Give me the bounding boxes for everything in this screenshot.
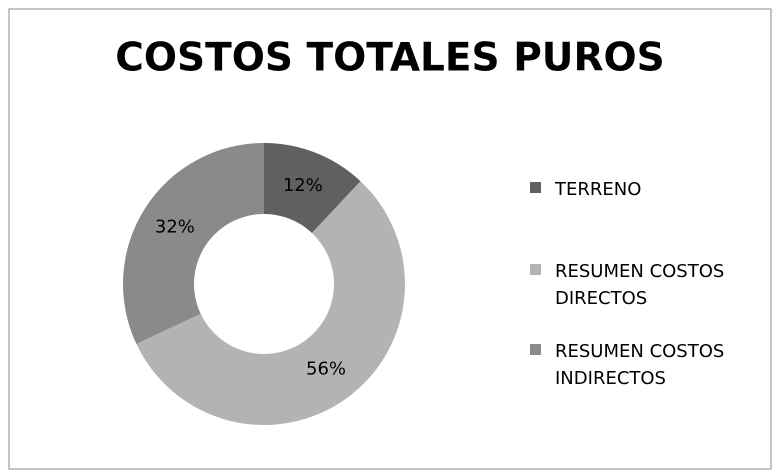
legend-item: RESUMEN COSTOS DIRECTOS <box>530 258 755 312</box>
donut-segment <box>122 142 265 345</box>
legend-item: TERRENO <box>530 176 755 203</box>
data-label: 32% <box>155 216 195 237</box>
data-label: 12% <box>283 175 323 196</box>
legend-swatch <box>530 182 541 193</box>
donut-segment <box>136 181 406 426</box>
legend-swatch <box>530 344 541 355</box>
legend-label: RESUMEN COSTOS DIRECTOS <box>555 261 725 309</box>
donut-segment <box>264 143 361 233</box>
legend-label: TERRENO <box>555 179 642 200</box>
legend-item: RESUMEN COSTOS INDIRECTOS <box>530 338 755 392</box>
data-label: 56% <box>306 358 346 379</box>
legend-swatch <box>530 264 541 275</box>
chart-title: COSTOS TOTALES PUROS <box>115 36 665 81</box>
legend-label: RESUMEN COSTOS INDIRECTOS <box>555 341 725 389</box>
